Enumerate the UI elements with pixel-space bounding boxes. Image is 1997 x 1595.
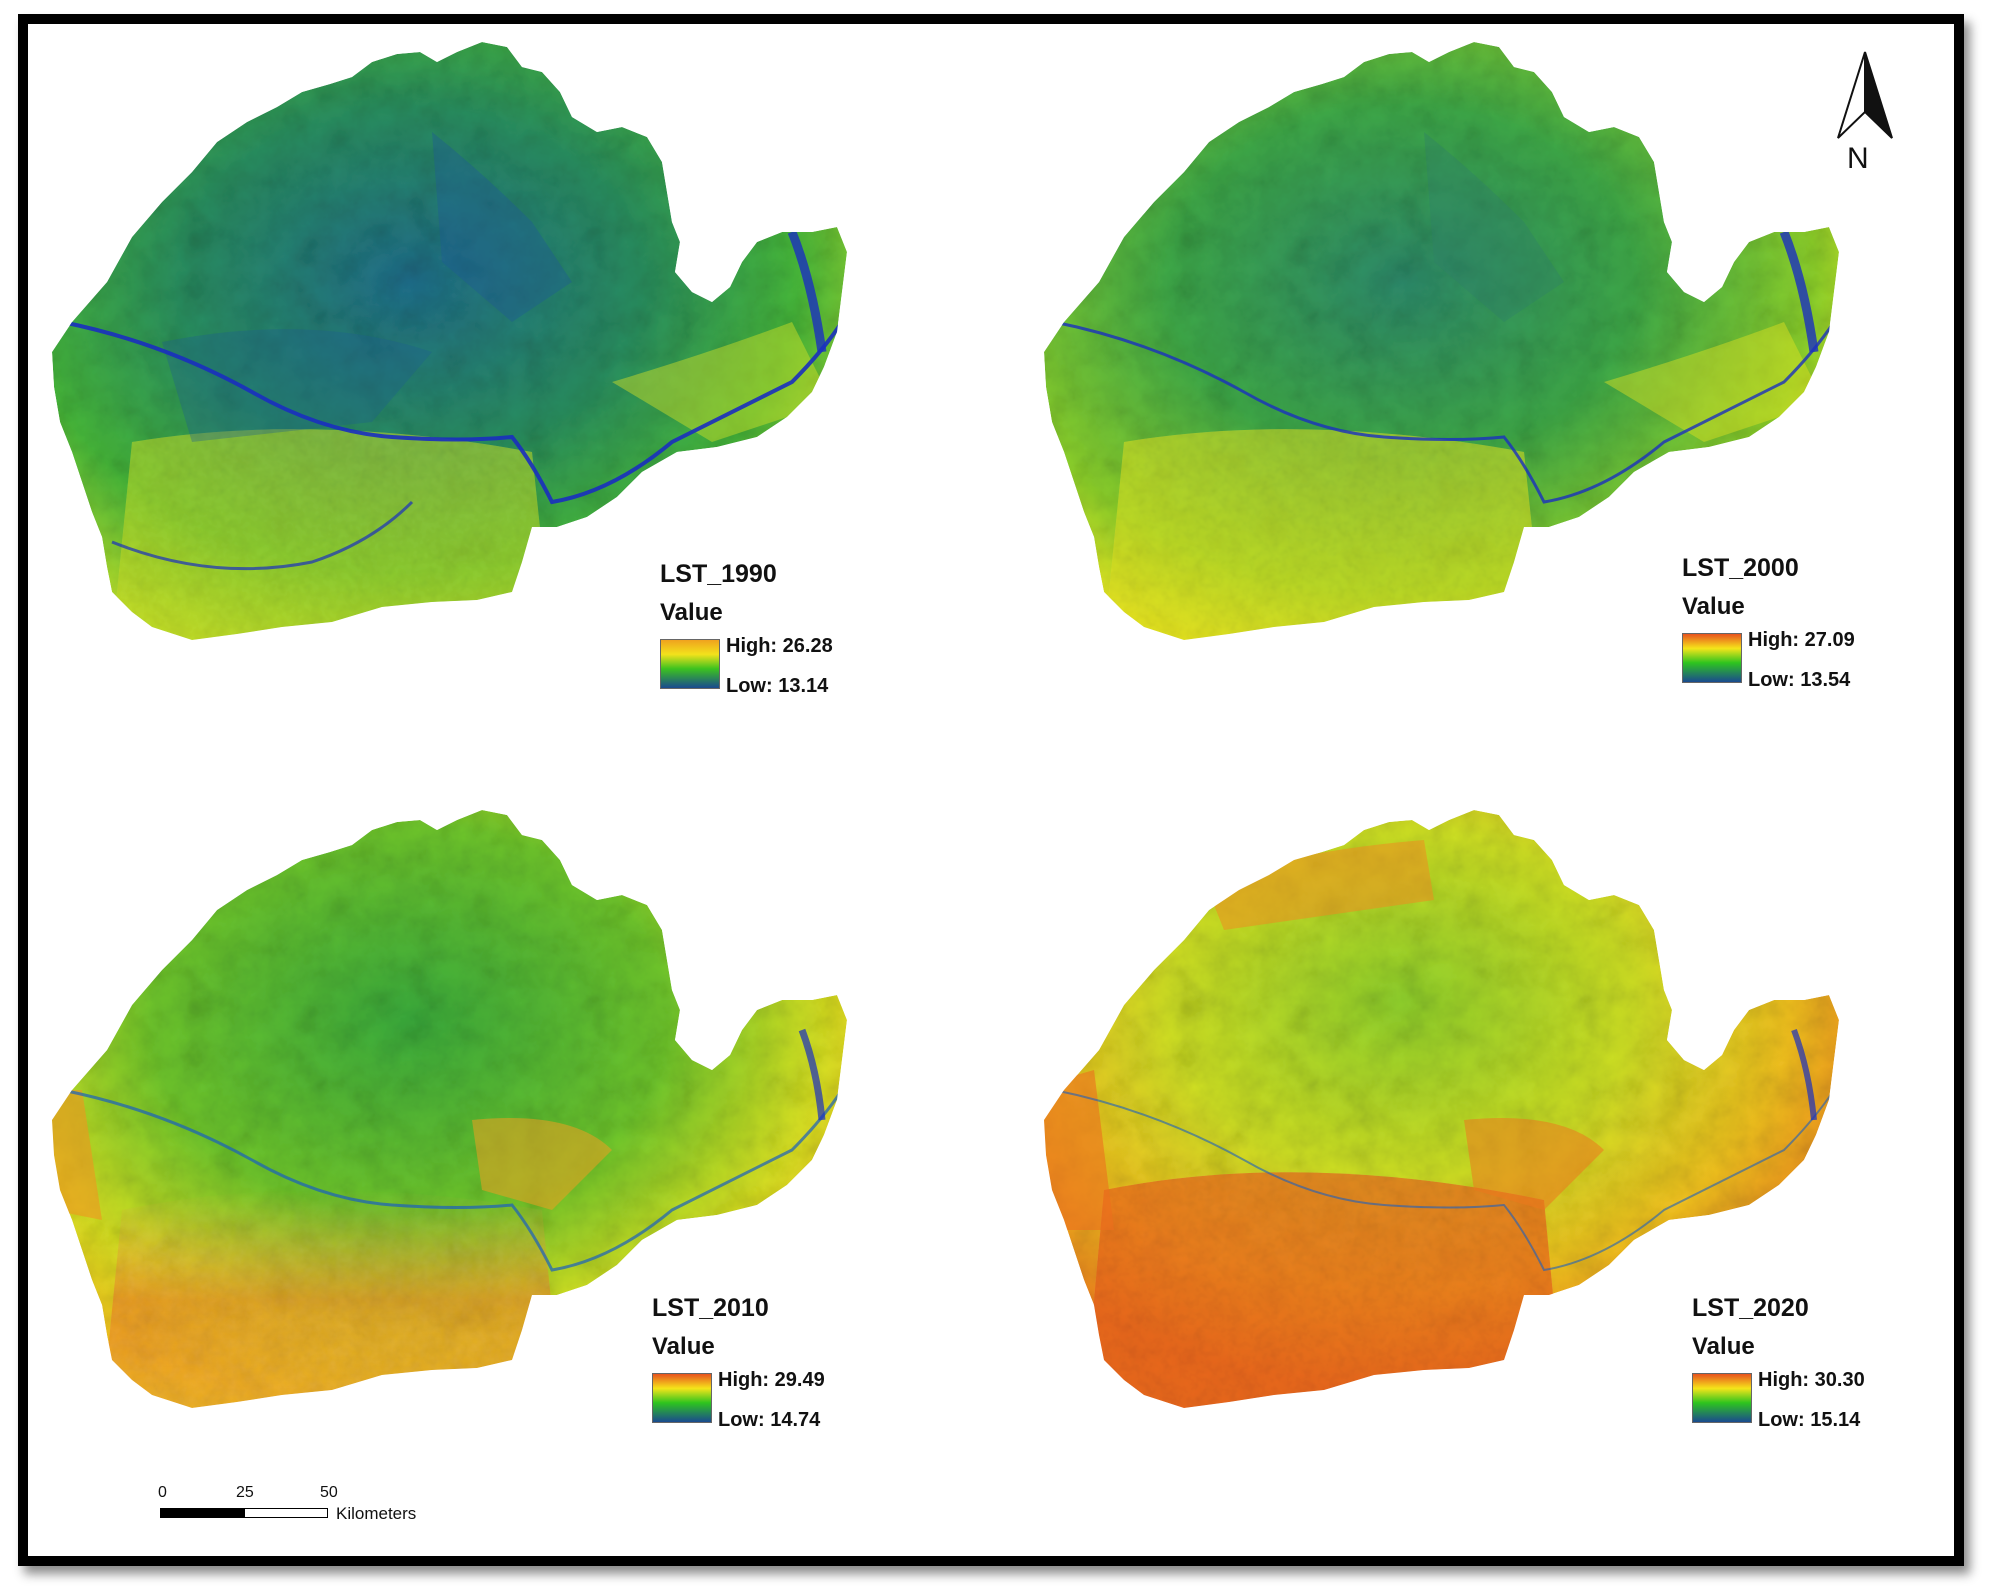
color-ramp [652,1373,712,1423]
map-panel-2020 [1044,810,1839,1408]
legend-value-label: Value [660,599,723,626]
legend-2020: LST_2020 Value High: 30.30 Low: 15.14 [1692,1294,1865,1431]
legend-title: LST_2010 [652,1294,769,1322]
scale-tick-0: 0 [158,1484,167,1501]
scale-tick-25: 25 [236,1484,254,1501]
legend-value-label: Value [1692,1333,1755,1360]
legend-value-label: Value [652,1333,715,1360]
color-ramp [660,639,720,689]
scale-segment-white [244,1508,328,1518]
legend-high: High: 27.09 [1748,629,1855,651]
legend-low: Low: 14.74 [718,1409,821,1431]
color-ramp [1682,633,1742,683]
scale-tick-50: 50 [320,1484,338,1501]
map-panel-2010 [52,810,847,1408]
scale-unit: Kilometers [336,1504,417,1523]
legend-low: Low: 13.54 [1748,669,1851,691]
legend-2000: LST_2000 Value High: 27.09 Low: 13.54 [1682,554,1855,691]
legend-title: LST_2020 [1692,1294,1809,1322]
legend-high: High: 30.30 [1758,1369,1865,1391]
legend-title: LST_1990 [660,560,777,588]
legend-low: Low: 13.14 [726,675,829,697]
legend-1990: LST_1990 Value High: 26.28 Low: 13.14 [660,560,833,697]
legend-title: LST_2000 [1682,554,1799,582]
legend-value-label: Value [1682,593,1745,620]
color-ramp [1692,1373,1752,1423]
legend-high: High: 26.28 [726,635,833,657]
legend-low: Low: 15.14 [1758,1409,1861,1431]
legend-high: High: 29.49 [718,1369,825,1391]
scale-segment-black [160,1508,244,1518]
map-panel-1990 [52,42,847,640]
north-label: N [1847,142,1869,175]
legend-2010: LST_2010 Value High: 29.49 Low: 14.74 [652,1294,825,1431]
map-panel-2000 [1044,42,1839,640]
north-arrow-icon [1837,51,1893,139]
scale-bar: 0 25 50 Kilometers [158,1484,490,1534]
